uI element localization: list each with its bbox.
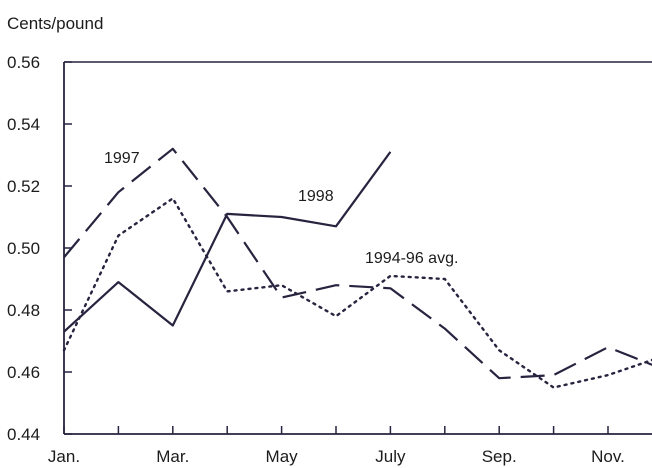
x-tick-label: Sep. [482,447,517,466]
axes [63,61,652,435]
series-label-1997: 1997 [104,150,140,167]
series-line-1998 [63,151,392,333]
x-tick-label: July [375,447,406,466]
y-tick-labels: 0.44 0.46 0.48 0.50 0.52 0.54 0.56 [7,53,72,444]
y-tick-label: 0.56 [7,53,40,72]
series-label-1998: 1998 [298,188,334,205]
y-tick-label: 0.54 [7,115,40,134]
y-tick-label: 0.50 [7,239,40,258]
series-line-1997 [63,147,652,380]
y-tick-label: 0.48 [7,301,40,320]
y-tick-label: 0.52 [7,177,40,196]
x-tick-labels: Jan. Mar. May July Sep. Nov. [48,426,625,466]
y-tick-label: 0.44 [7,425,40,444]
x-tick-label: May [266,447,299,466]
series-label-1994-96-avg: 1994-96 avg. [365,250,458,267]
y-tick-label: 0.46 [7,363,40,382]
x-tick-label: Jan. [48,447,80,466]
series-line-1994-96-avg [62,197,652,389]
x-tick-label: Mar. [156,447,189,466]
y-axis-label: Cents/pound [7,14,103,33]
x-tick-label: Nov. [591,447,625,466]
series-lines [62,147,652,389]
